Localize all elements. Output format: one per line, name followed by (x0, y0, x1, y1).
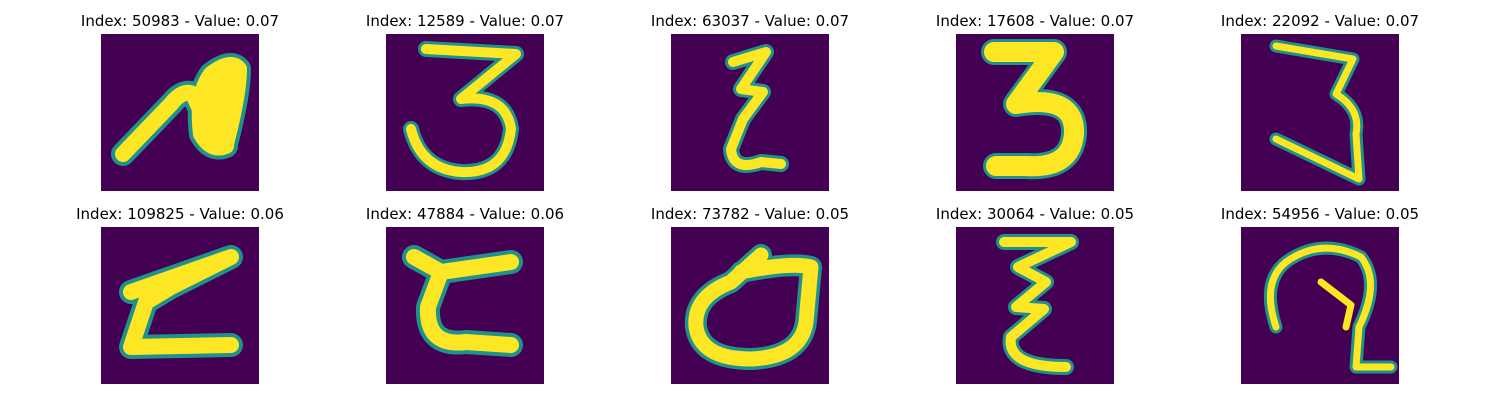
panel-2: Index: 12589 - Value: 0.07 (345, 12, 585, 192)
digit-image-3-open (386, 34, 544, 191)
panel-8: Index: 73782 - Value: 0.05 (630, 205, 870, 385)
digit-image-3-thin (1241, 34, 1399, 191)
digit-image-d-loop (671, 227, 829, 384)
panel-3: Index: 63037 - Value: 0.07 (630, 12, 870, 192)
panel-title: Index: 73782 - Value: 0.05 (650, 205, 850, 223)
panel-title: Index: 54956 - Value: 0.05 (1220, 205, 1420, 223)
panel-7: Index: 47884 - Value: 0.06 (345, 205, 585, 385)
digit-image-a (101, 34, 259, 191)
panel-title: Index: 22092 - Value: 0.07 (1220, 12, 1420, 30)
digit-image-epsilon-narrow (671, 34, 829, 191)
digit-image-z-slant (101, 227, 259, 384)
panel-4: Index: 17608 - Value: 0.07 (915, 12, 1155, 192)
panel-5: Index: 22092 - Value: 0.07 (1200, 12, 1440, 192)
panel-9: Index: 30064 - Value: 0.05 (915, 205, 1155, 385)
panel-title: Index: 12589 - Value: 0.07 (365, 12, 565, 30)
panel-title: Index: 47884 - Value: 0.06 (365, 205, 565, 223)
digit-image-epsilon-tall (956, 227, 1114, 384)
panel-6: Index: 109825 - Value: 0.06 (60, 205, 300, 385)
digit-image-q-curl (1241, 227, 1399, 384)
digit-image-3-bold (956, 34, 1114, 191)
panel-title: Index: 109825 - Value: 0.06 (76, 205, 284, 223)
digit-image-c-bracket (386, 227, 544, 384)
panel-title: Index: 63037 - Value: 0.07 (650, 12, 850, 30)
panel-title: Index: 17608 - Value: 0.07 (935, 12, 1135, 30)
panel-title: Index: 50983 - Value: 0.07 (80, 12, 280, 30)
panel-1: Index: 50983 - Value: 0.07 (60, 12, 300, 192)
panel-10: Index: 54956 - Value: 0.05 (1200, 205, 1440, 385)
panel-title: Index: 30064 - Value: 0.05 (935, 205, 1135, 223)
